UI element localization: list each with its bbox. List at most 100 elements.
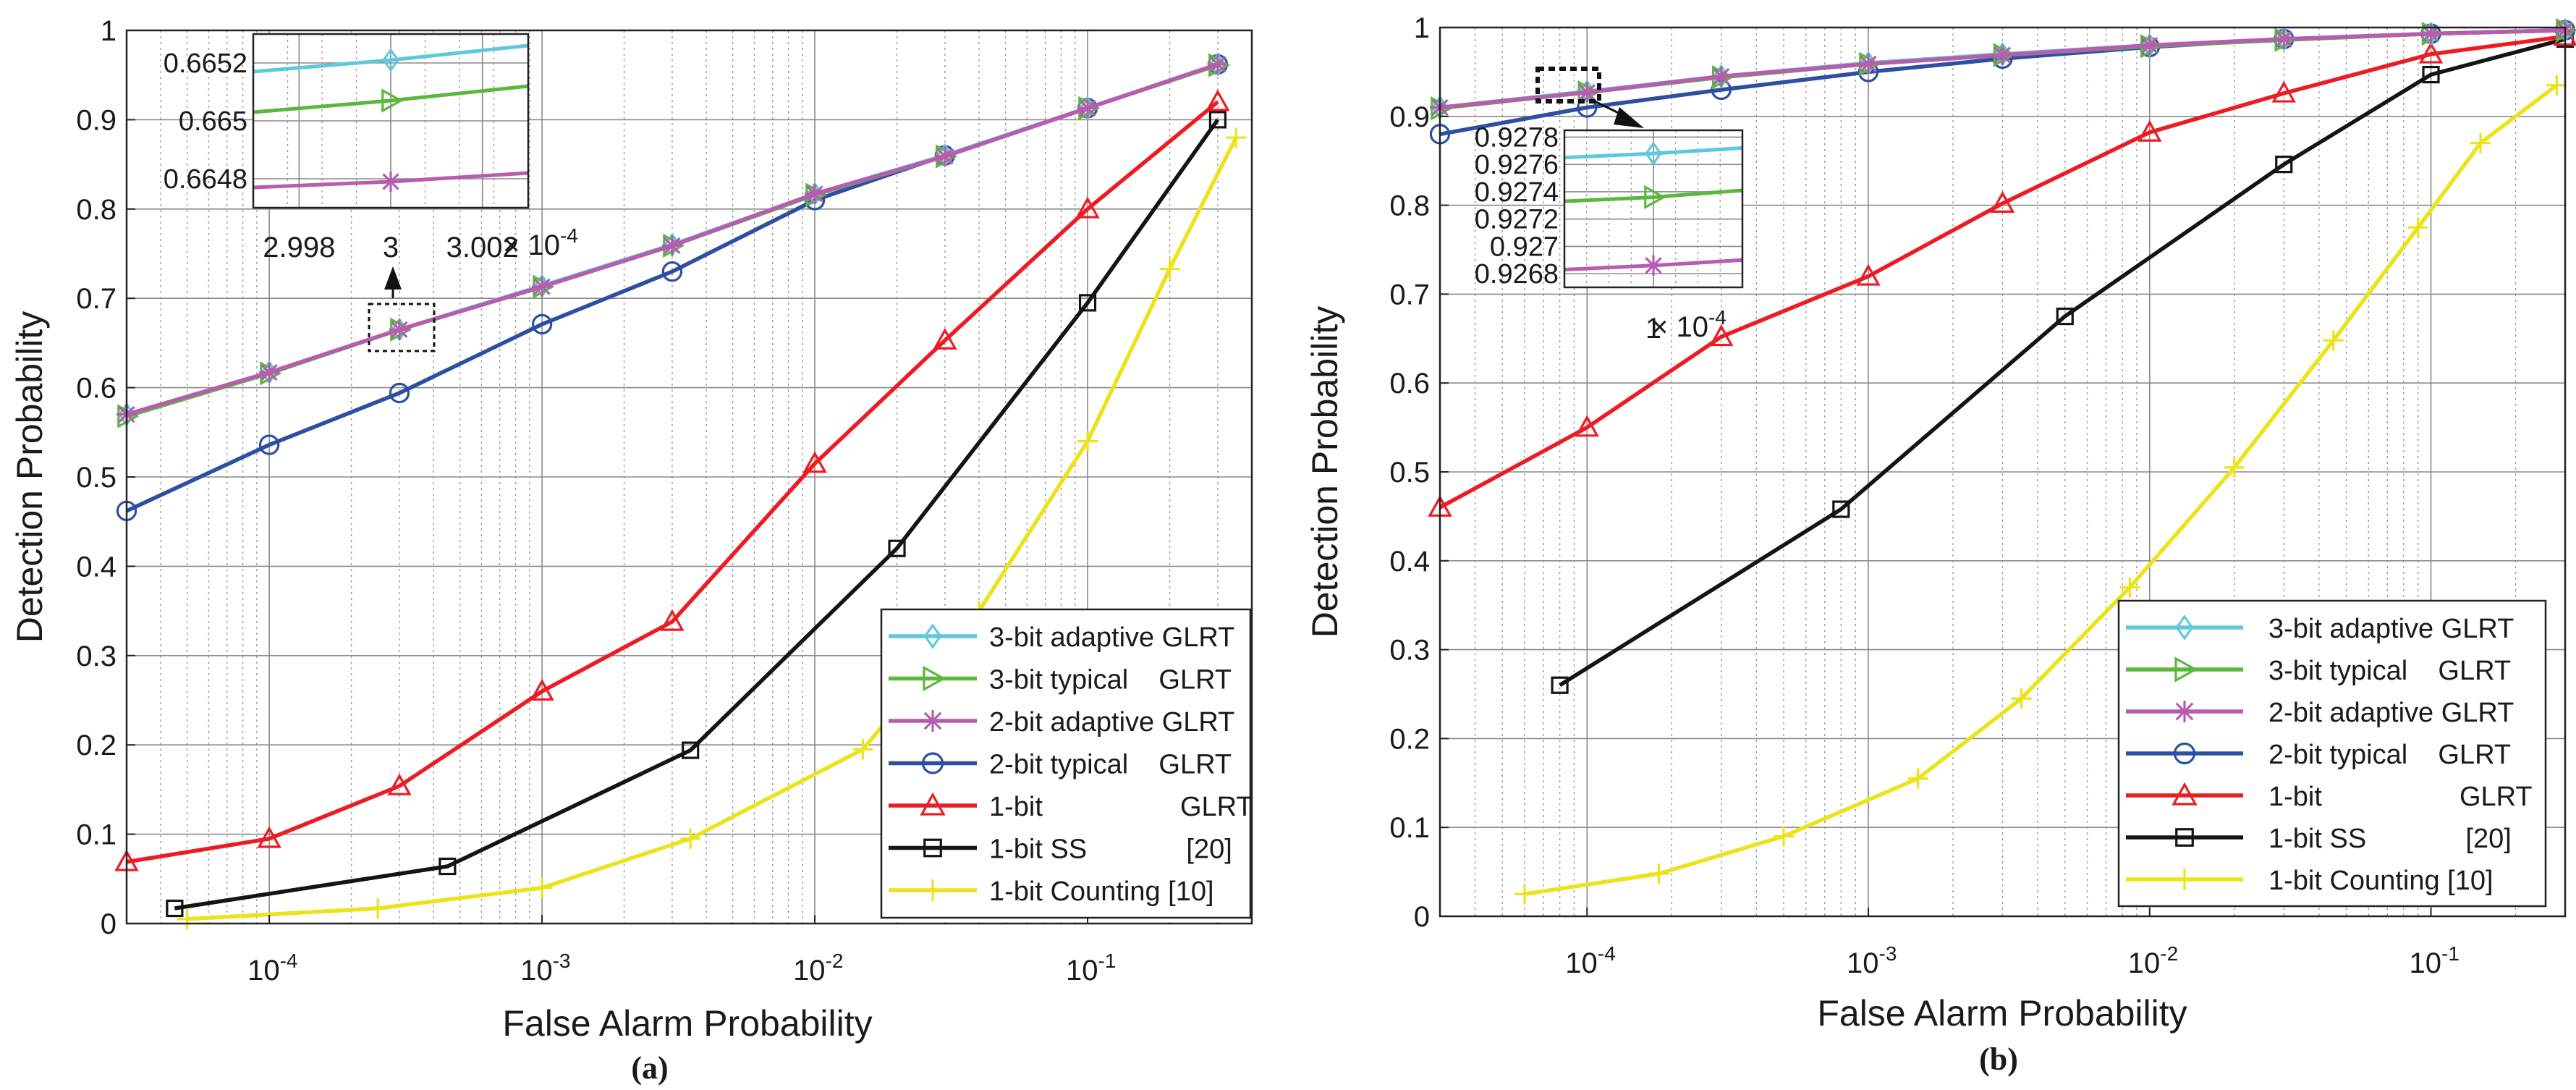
legend-item: 1-bit Counting [10] <box>2126 866 2494 896</box>
x-tick-label: 10-4 <box>247 950 297 987</box>
data-point <box>2546 75 2567 96</box>
data-point <box>1159 258 1180 279</box>
x-tick-label: 10-2 <box>793 950 843 987</box>
legend-item: 1-bit Counting [10] <box>889 876 1214 907</box>
inset-data-point <box>381 88 404 113</box>
data-point <box>177 908 198 929</box>
data-point <box>438 857 457 876</box>
legend-marker <box>2174 656 2198 683</box>
plot-frame <box>1439 26 2567 918</box>
legend-label: 3-bit typical GLRT <box>2268 656 2511 686</box>
legend-label: 2-bit adaptive GLRT <box>989 707 1234 738</box>
data-point <box>934 145 955 166</box>
legend-item: 1-bit SS [20] <box>2126 824 2512 854</box>
series-line <box>1439 34 2566 510</box>
inset-y-tick-label: 0.6648 <box>164 164 247 195</box>
data-point <box>387 773 412 795</box>
inset-series-3 <box>253 171 529 192</box>
data-point <box>2119 577 2140 598</box>
y-tick-label: 0.9 <box>1389 101 1430 133</box>
data-point <box>1648 863 1669 884</box>
legend-label: 3-bit typical GLRT <box>989 665 1232 696</box>
series-line <box>126 100 1219 864</box>
series-line <box>1559 37 2566 688</box>
y-tick-label: 0.2 <box>1389 723 1430 755</box>
legend-item: 1-bit SS [20] <box>889 835 1232 865</box>
inset-data-point <box>1644 185 1666 210</box>
y-tick-label: 0.1 <box>76 819 116 851</box>
zoom-arrow-head <box>1614 107 1644 128</box>
y-tick-label: 0.9 <box>76 104 116 136</box>
data-point <box>1856 263 1881 286</box>
data-point <box>257 826 281 848</box>
data-point <box>2224 457 2245 478</box>
data-point <box>1858 54 1879 75</box>
data-point <box>1575 415 1599 437</box>
data-point <box>802 451 827 473</box>
data-point <box>1077 98 1098 119</box>
data-point <box>2418 41 2444 64</box>
legend-marker <box>2174 701 2195 722</box>
data-point <box>532 276 553 297</box>
data-point <box>389 382 410 404</box>
data-point <box>1078 294 1097 312</box>
data-point <box>660 609 685 631</box>
legend-marker <box>923 623 942 649</box>
data-point <box>530 678 554 701</box>
y-tick-label: 0 <box>1414 901 1430 933</box>
data-point <box>2275 156 2293 174</box>
legend-label: 1-bit Counting [10] <box>2268 866 2494 896</box>
legend-item: 3-bit typical GLRT <box>889 665 1232 696</box>
data-point <box>1773 826 1794 847</box>
y-tick-label: 0.1 <box>1389 812 1430 844</box>
inset-y-tick-label: 0.9274 <box>1475 177 1559 208</box>
data-point <box>2274 28 2295 49</box>
inset-series-2 <box>1564 185 1743 210</box>
data-point <box>166 899 184 918</box>
inset-x-tick-label: 1 <box>1645 313 1661 345</box>
data-point <box>1907 768 1928 789</box>
inset-frame <box>1563 129 1744 289</box>
legend-item: 3-bit typical GLRT <box>2126 656 2511 686</box>
legend-label: 1-bit SS [20] <box>2268 824 2512 854</box>
legend-marker <box>922 710 944 732</box>
inset-series-1 <box>1564 141 1743 166</box>
data-point <box>1990 190 2015 213</box>
data-point <box>680 828 701 849</box>
legend-item: 1-bit GLRT <box>889 792 1253 822</box>
data-point <box>2420 23 2441 44</box>
legend-label: 3-bit adaptive GLRT <box>989 622 1234 653</box>
data-point <box>805 183 826 204</box>
plot-frame <box>125 29 1253 925</box>
inset-y-tick-label: 0.9276 <box>1475 150 1559 180</box>
data-point <box>531 313 553 335</box>
y-tick-label: 1 <box>101 15 116 47</box>
inset-zoom-a: 0.6648 0.665 0.6652 2.998 3 3.002 × 10-4 <box>164 33 578 263</box>
legend-marker <box>2172 782 2198 806</box>
inset-x-tick-label: 2.998 <box>263 232 335 263</box>
data-point <box>852 739 873 760</box>
y-axis-label: Detection Probability <box>1305 306 1345 638</box>
data-point <box>1207 54 1228 75</box>
series-line <box>174 118 1220 911</box>
legend-marker <box>2175 614 2194 641</box>
legend-item: 2-bit typical GLRT <box>889 750 1232 780</box>
x-tick-label: 10-3 <box>520 950 570 987</box>
inset-x-tick-label: 3 <box>383 232 399 263</box>
legend-item: 3-bit adaptive GLRT <box>889 622 1234 653</box>
data-point <box>933 327 957 350</box>
legend-item: 2-bit adaptive GLRT <box>2126 698 2514 728</box>
y-tick-label: 0.4 <box>76 551 116 583</box>
data-point <box>2422 65 2440 84</box>
y-tick-label: 0.5 <box>1389 457 1430 489</box>
chart-panel-b: 0 0.1 0.2 0.3 0.4 0.5 0.6 0.7 0.8 0.9 1 10-4 10-3 10-… <box>1305 12 2576 1077</box>
inset-series-line <box>1564 146 1743 160</box>
y-tick-label: 0.4 <box>1389 546 1430 578</box>
inset-series-line <box>1564 188 1743 203</box>
legend-label: 1-bit GLRT <box>989 792 1253 822</box>
legend: 3-bit adaptive GLRT 3-bit typical GLRT 2-b… <box>880 608 1253 919</box>
legend-label: 1-bit Counting [10] <box>989 876 1214 907</box>
legend-item: 2-bit adaptive GLRT <box>889 707 1234 738</box>
data-point <box>1206 89 1230 111</box>
data-point <box>532 877 553 898</box>
